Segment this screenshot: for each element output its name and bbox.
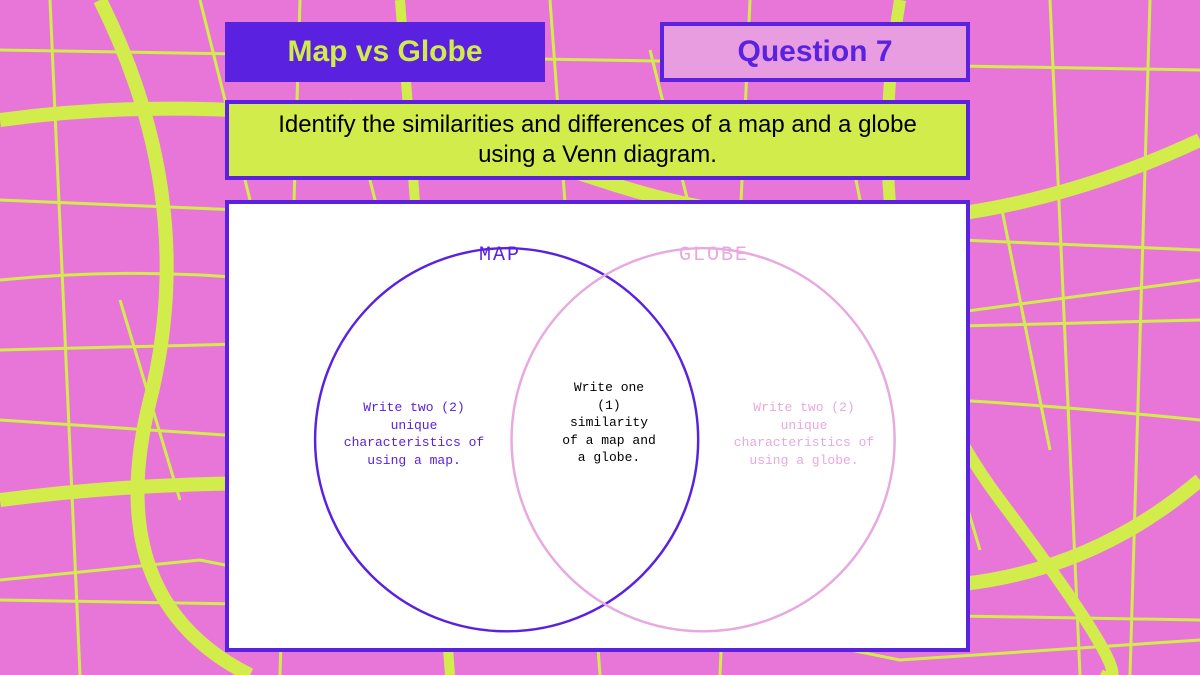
venn-label-map: MAP <box>479 244 521 267</box>
venn-text-map: Write two (2) unique characteristics of … <box>339 399 489 469</box>
venn-label-globe: GLOBE <box>679 244 749 267</box>
venn-text-center: Write one (1) similarity of a map and a … <box>559 379 659 467</box>
title-text: Map vs Globe <box>287 35 482 69</box>
question-box: Question 7 <box>660 22 970 82</box>
question-text: Question 7 <box>737 35 892 69</box>
instruction-text: Identify the similarities and difference… <box>259 110 936 170</box>
instruction-box: Identify the similarities and difference… <box>225 100 970 180</box>
venn-text-globe: Write two (2) unique characteristics of … <box>729 399 879 469</box>
title-box: Map vs Globe <box>225 22 545 82</box>
venn-container: MAP GLOBE Write two (2) unique character… <box>225 200 970 652</box>
